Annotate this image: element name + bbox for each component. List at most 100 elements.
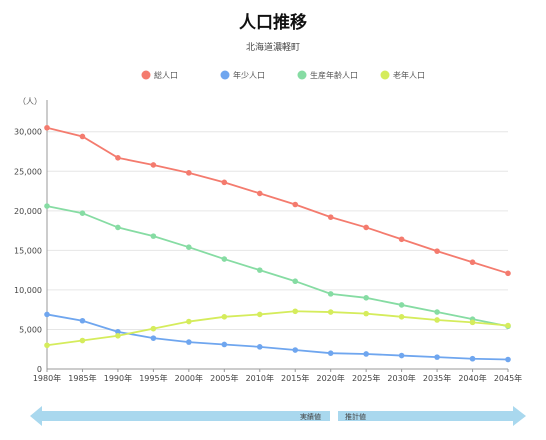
data-point[interactable]: [292, 278, 299, 285]
data-point[interactable]: [150, 335, 157, 341]
data-point[interactable]: [221, 314, 228, 320]
data-point[interactable]: [115, 155, 121, 161]
data-point[interactable]: [115, 329, 121, 335]
series-2: [44, 203, 511, 330]
data-point[interactable]: [292, 347, 299, 353]
data-point[interactable]: [292, 201, 299, 208]
projected-period-arrow: [338, 406, 526, 426]
data-point[interactable]: [363, 295, 369, 301]
x-tick-label: 1985年: [68, 373, 96, 383]
data-point[interactable]: [256, 311, 263, 318]
x-tick-label: 1980年: [33, 373, 61, 383]
data-point[interactable]: [434, 354, 440, 360]
x-tick-label: 2030年: [387, 373, 415, 383]
legend-label: 老年人口: [393, 70, 425, 80]
x-tick-label: 2035年: [423, 373, 451, 383]
data-point[interactable]: [292, 308, 299, 315]
data-point[interactable]: [256, 190, 263, 197]
series-line: [46, 126, 509, 275]
data-point[interactable]: [44, 203, 50, 209]
x-tick-label: 2025年: [352, 373, 380, 383]
data-point[interactable]: [115, 224, 121, 231]
data-point[interactable]: [186, 244, 192, 250]
data-point[interactable]: [469, 355, 476, 362]
x-tick-label: 2015年: [281, 373, 309, 383]
data-point[interactable]: [398, 302, 405, 308]
data-point[interactable]: [363, 351, 369, 357]
data-point[interactable]: [150, 233, 157, 239]
data-point[interactable]: [186, 170, 192, 176]
legend: 総人口 年少人口 生産年齢人口 老年人口: [141, 70, 425, 80]
legend-label: 年少人口: [233, 70, 265, 80]
series-0: [44, 124, 511, 277]
data-point[interactable]: [327, 291, 334, 297]
data-point[interactable]: [221, 341, 228, 348]
x-tick-label: 2020年: [317, 373, 345, 383]
data-point[interactable]: [327, 309, 334, 315]
x-tick-label: 2040年: [458, 373, 486, 383]
grid-lines: [47, 131, 508, 330]
projected-period-label: 推計値: [345, 412, 366, 421]
data-point[interactable]: [256, 267, 263, 273]
x-tick-label: 2045年: [494, 373, 522, 383]
period-arrows: 実績値 推計値: [30, 406, 526, 426]
data-point[interactable]: [434, 309, 440, 315]
data-point[interactable]: [469, 319, 476, 326]
data-point[interactable]: [150, 325, 157, 332]
series-group: [44, 124, 511, 363]
data-point[interactable]: [505, 270, 511, 277]
data-point[interactable]: [398, 314, 405, 320]
data-point[interactable]: [221, 256, 228, 262]
data-point[interactable]: [79, 133, 86, 140]
axes: 0 5,000 10,000 15,000 20,000 25,000 30,000 1980…: [14, 100, 522, 383]
data-point[interactable]: [398, 352, 405, 359]
data-point[interactable]: [44, 311, 50, 318]
data-point[interactable]: [115, 332, 121, 339]
data-point[interactable]: [505, 322, 511, 329]
data-point[interactable]: [363, 310, 369, 317]
y-tick-label: 10,000: [14, 286, 42, 295]
chart-title: 人口推移: [239, 13, 307, 33]
x-tick-label: 2005年: [210, 373, 238, 383]
legend-label: 総人口: [154, 70, 178, 80]
data-point[interactable]: [221, 179, 228, 186]
data-point[interactable]: [363, 224, 369, 231]
chart-subtitle: 北海道濃軽町: [245, 43, 300, 53]
data-point[interactable]: [434, 248, 440, 254]
y-tick-label: 25,000: [14, 167, 42, 176]
data-point[interactable]: [434, 317, 440, 323]
y-tick-label: 0: [37, 365, 42, 374]
data-point[interactable]: [186, 318, 192, 325]
data-point[interactable]: [44, 124, 50, 131]
actual-period-label: 実績値: [300, 412, 321, 421]
series-line: [46, 310, 509, 347]
y-tick-label: 20,000: [14, 207, 42, 216]
y-tick-label: 15,000: [14, 246, 42, 255]
data-point[interactable]: [469, 259, 476, 266]
data-point[interactable]: [327, 214, 334, 220]
x-tick-label: 1995年: [139, 373, 167, 383]
y-tick-label: 30,000: [14, 128, 42, 137]
y-axis-unit: （人）: [18, 97, 42, 106]
data-point[interactable]: [327, 350, 334, 356]
x-tick-label: 2000年: [175, 373, 203, 383]
data-point[interactable]: [44, 342, 50, 349]
legend-marker: [297, 70, 307, 80]
data-point[interactable]: [79, 210, 86, 216]
x-tick-label: 1990年: [104, 373, 132, 383]
data-point[interactable]: [79, 317, 86, 324]
data-point[interactable]: [505, 356, 511, 363]
legend-label: 生産年齢人口: [310, 70, 358, 80]
series-1: [44, 311, 511, 363]
actual-period-arrow: [30, 406, 330, 426]
data-point[interactable]: [398, 236, 405, 243]
data-point[interactable]: [79, 337, 86, 344]
legend-marker: [141, 70, 151, 80]
data-point[interactable]: [150, 162, 157, 168]
series-line: [46, 313, 509, 361]
y-tick-label: 5,000: [19, 325, 42, 334]
data-point[interactable]: [256, 344, 263, 350]
data-point[interactable]: [186, 339, 192, 345]
series-line: [46, 205, 509, 328]
